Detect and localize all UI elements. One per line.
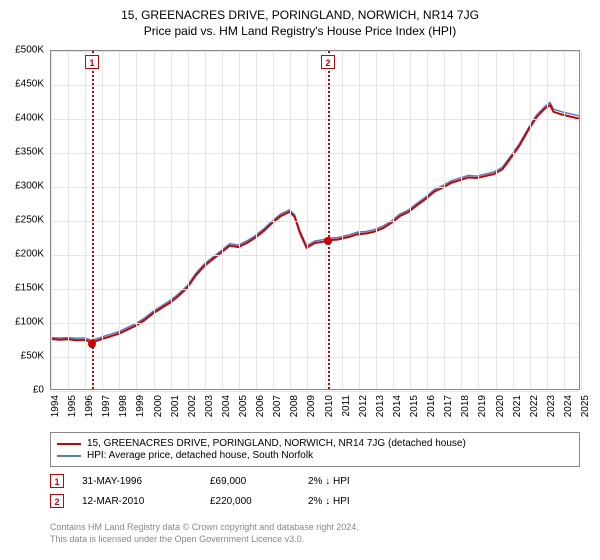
x-tick-label: 2015 <box>409 395 420 417</box>
plot-area: 12 <box>50 50 580 390</box>
x-tick-label: 2000 <box>153 395 164 417</box>
marker-badge: 2 <box>321 55 335 69</box>
legend-row-hpi: HPI: Average price, detached house, Sout… <box>57 450 573 461</box>
marker-badge: 1 <box>85 55 99 69</box>
transaction-price: £69,000 <box>210 476 290 487</box>
x-tick-label: 1996 <box>84 395 95 417</box>
x-tick-label: 2020 <box>495 395 506 417</box>
x-tick-label: 2005 <box>238 395 249 417</box>
legend-swatch-hpi <box>57 455 81 457</box>
y-axis: £0£50K£100K£150K£200K£250K£300K£350K£400… <box>0 50 48 390</box>
marker-line <box>92 51 94 389</box>
x-tick-label: 2004 <box>221 395 232 417</box>
y-tick-label: £450K <box>15 79 44 90</box>
y-tick-label: £200K <box>15 249 44 260</box>
y-tick-label: £350K <box>15 147 44 158</box>
legend-label-hpi: HPI: Average price, detached house, Sout… <box>87 450 313 461</box>
marker-point <box>324 237 332 245</box>
y-tick-label: £150K <box>15 283 44 294</box>
x-tick-label: 2024 <box>563 395 574 417</box>
x-tick-label: 2006 <box>255 395 266 417</box>
transaction-price: £220,000 <box>210 496 290 507</box>
x-tick-label: 2012 <box>358 395 369 417</box>
x-tick-label: 1997 <box>101 395 112 417</box>
chart-subtitle: Price paid vs. HM Land Registry's House … <box>0 24 600 38</box>
chart-lines <box>51 51 579 389</box>
y-tick-label: £100K <box>15 317 44 328</box>
x-tick-label: 2025 <box>580 395 591 417</box>
x-tick-label: 2001 <box>170 395 181 417</box>
x-tick-label: 2002 <box>187 395 198 417</box>
y-tick-label: £250K <box>15 215 44 226</box>
x-tick-label: 2013 <box>375 395 386 417</box>
x-tick-label: 2003 <box>204 395 215 417</box>
marker-line <box>328 51 330 389</box>
y-tick-label: £400K <box>15 113 44 124</box>
x-tick-label: 2017 <box>443 395 454 417</box>
marker-point <box>88 340 96 348</box>
transaction-date: 31-MAY-1996 <box>82 476 192 487</box>
x-tick-label: 1999 <box>135 395 146 417</box>
legend: 15, GREENACRES DRIVE, PORINGLAND, NORWIC… <box>50 432 580 467</box>
y-tick-label: £50K <box>21 351 44 362</box>
series-line-property <box>51 105 579 342</box>
transaction-delta: 2% ↓ HPI <box>308 476 428 487</box>
x-tick-label: 2009 <box>306 395 317 417</box>
transaction-delta: 2% ↓ HPI <box>308 496 428 507</box>
transaction-badge: 2 <box>50 494 64 508</box>
footer-note: Contains HM Land Registry data © Crown c… <box>50 522 580 545</box>
transaction-badge: 1 <box>50 474 64 488</box>
x-tick-label: 2022 <box>529 395 540 417</box>
x-tick-label: 2018 <box>460 395 471 417</box>
x-tick-label: 2019 <box>477 395 488 417</box>
transactions-table: 1 31-MAY-1996 £69,000 2% ↓ HPI 2 12-MAR-… <box>50 474 580 514</box>
x-tick-label: 2023 <box>546 395 557 417</box>
x-tick-label: 1995 <box>67 395 78 417</box>
x-tick-label: 2016 <box>426 395 437 417</box>
footer-line2: This data is licensed under the Open Gov… <box>50 534 580 546</box>
x-axis: 1994 1995 1996 1997 1998 1999 2000 2001 2002 2003… <box>50 392 580 432</box>
y-tick-label: £500K <box>15 45 44 56</box>
x-tick-label: 2011 <box>341 395 352 417</box>
x-tick-label: 2007 <box>272 395 283 417</box>
x-tick-label: 2021 <box>512 395 523 417</box>
legend-label-property: 15, GREENACRES DRIVE, PORINGLAND, NORWIC… <box>87 438 466 449</box>
x-tick-label: 2014 <box>392 395 403 417</box>
transaction-row: 2 12-MAR-2010 £220,000 2% ↓ HPI <box>50 494 580 508</box>
title-block: 15, GREENACRES DRIVE, PORINGLAND, NORWIC… <box>0 0 600 38</box>
transaction-date: 12-MAR-2010 <box>82 496 192 507</box>
chart-title: 15, GREENACRES DRIVE, PORINGLAND, NORWIC… <box>0 8 600 22</box>
x-tick-label: 1998 <box>118 395 129 417</box>
legend-swatch-property <box>57 443 81 445</box>
y-tick-label: £0 <box>33 385 44 396</box>
x-tick-label: 2010 <box>324 395 335 417</box>
x-tick-label: 1994 <box>50 395 61 417</box>
footer-line1: Contains HM Land Registry data © Crown c… <box>50 522 580 534</box>
chart-container: 15, GREENACRES DRIVE, PORINGLAND, NORWIC… <box>0 0 600 560</box>
legend-row-property: 15, GREENACRES DRIVE, PORINGLAND, NORWIC… <box>57 438 573 449</box>
x-tick-label: 2008 <box>289 395 300 417</box>
transaction-row: 1 31-MAY-1996 £69,000 2% ↓ HPI <box>50 474 580 488</box>
y-tick-label: £300K <box>15 181 44 192</box>
